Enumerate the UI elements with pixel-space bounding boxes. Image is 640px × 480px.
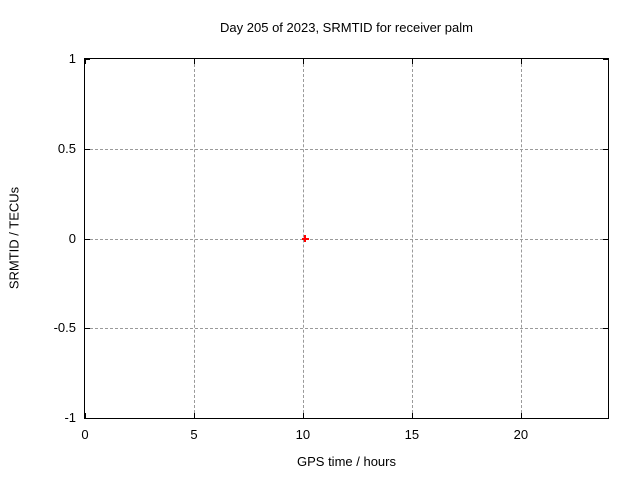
x-tick-label-0: 0 [81, 427, 89, 442]
x-tick-mark-15 [411, 59, 413, 64]
y-tick-label-0: 0 [68, 230, 76, 246]
x-tick-label-10: 10 [295, 427, 311, 442]
gridline-y--0.5 [85, 328, 608, 330]
gridline-y-0 [85, 238, 608, 240]
y-axis-label-text: SRMTID / TECUs [6, 186, 22, 290]
x-tick-mark-20 [520, 413, 522, 418]
x-tick-mark-10 [302, 413, 304, 418]
data-point-marker [304, 235, 307, 242]
y-tick-label--0.5: -0.5 [53, 320, 76, 336]
y-tick-mark-1 [85, 59, 90, 60]
y-tick-mark--1 [85, 418, 90, 419]
y-tick-mark--1 [603, 418, 608, 419]
y-tick-mark--0.5 [603, 328, 608, 330]
x-tick-label-15: 15 [404, 427, 420, 442]
x-tick-mark-20 [520, 59, 522, 64]
y-tick-mark-0.5 [85, 148, 90, 150]
y-tick-mark-0.5 [603, 148, 608, 150]
chart-title: Day 205 of 2023, SRMTID for receiver pal… [220, 20, 473, 35]
y-tick-label-1: 1 [68, 51, 76, 66]
x-tick-mark-15 [411, 413, 413, 418]
x-axis-label: GPS time / hours [297, 454, 396, 469]
y-tick-mark-0 [85, 238, 90, 240]
x-tick-mark-5 [193, 59, 195, 64]
x-tick-mark-0 [85, 59, 86, 64]
x-tick-mark-5 [193, 413, 195, 418]
x-tick-mark-10 [302, 59, 304, 64]
y-tick-label--1: -1 [64, 410, 76, 425]
x-tick-mark-0 [85, 413, 86, 418]
x-tick-label-20: 20 [513, 427, 529, 442]
x-tick-label-5: 5 [190, 427, 198, 442]
y-tick-mark-1 [603, 59, 608, 60]
plot-area [84, 58, 609, 419]
y-tick-label-0.5: 0.5 [57, 140, 76, 156]
gridline-y-0.5 [85, 148, 608, 150]
y-tick-mark-0 [603, 238, 608, 240]
y-tick-mark--0.5 [85, 328, 90, 330]
